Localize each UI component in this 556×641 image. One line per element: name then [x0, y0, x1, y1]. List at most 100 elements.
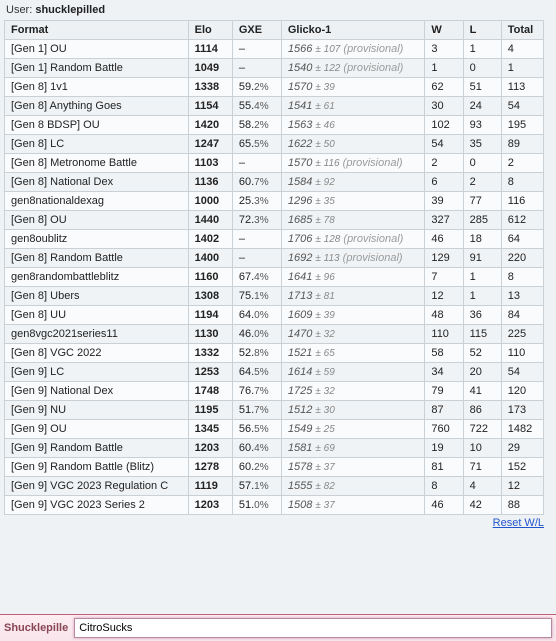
cell-total: 88: [501, 496, 543, 515]
col-l[interactable]: L: [463, 21, 501, 40]
cell-total: 120: [501, 382, 543, 401]
cell-w: 87: [425, 401, 463, 420]
cell-elo: 1247: [188, 135, 232, 154]
cell-elo: 1400: [188, 249, 232, 268]
cell-elo: 1338: [188, 78, 232, 97]
cell-total: 612: [501, 211, 543, 230]
cell-elo: 1345: [188, 420, 232, 439]
cell-total: 89: [501, 135, 543, 154]
table-row: [Gen 1] OU1114–1566 ± 107 (provisional)3…: [5, 40, 544, 59]
cell-gxe: 60.7%: [232, 173, 281, 192]
cell-total: 29: [501, 439, 543, 458]
cell-total: 13: [501, 287, 543, 306]
table-row: [Gen 8] UU119464.0%1609 ± 39483684: [5, 306, 544, 325]
cell-l: 2: [463, 173, 501, 192]
col-glicko[interactable]: Glicko-1: [281, 21, 425, 40]
reset-wl-link[interactable]: Reset W/L: [0, 515, 556, 531]
cell-elo: 1103: [188, 154, 232, 173]
cell-glicko: 1725 ± 32: [281, 382, 425, 401]
cell-elo: 1332: [188, 344, 232, 363]
cell-l: 52: [463, 344, 501, 363]
user-header: User: shucklepilled: [0, 0, 556, 20]
cell-elo: 1194: [188, 306, 232, 325]
cell-elo: 1420: [188, 116, 232, 135]
cell-glicko: 1563 ± 46: [281, 116, 425, 135]
cell-elo: 1195: [188, 401, 232, 420]
cell-format: [Gen 8] UU: [5, 306, 189, 325]
cell-gxe: –: [232, 249, 281, 268]
cell-l: 77: [463, 192, 501, 211]
table-row: [Gen 9] VGC 2023 Series 2120351.0%1508 ±…: [5, 496, 544, 515]
cell-l: 51: [463, 78, 501, 97]
cell-total: 64: [501, 230, 543, 249]
cell-glicko: 1521 ± 65: [281, 344, 425, 363]
col-gxe[interactable]: GXE: [232, 21, 281, 40]
cell-format: [Gen 8] OU: [5, 211, 189, 230]
cell-w: 79: [425, 382, 463, 401]
table-row: [Gen 1] Random Battle1049–1540 ± 122 (pr…: [5, 59, 544, 78]
cell-total: 1: [501, 59, 543, 78]
chat-input[interactable]: [74, 618, 552, 638]
cell-format: gen8vgc2021series11: [5, 325, 189, 344]
cell-l: 35: [463, 135, 501, 154]
table-row: [Gen 8] Random Battle1400–1692 ± 113 (pr…: [5, 249, 544, 268]
cell-w: 8: [425, 477, 463, 496]
cell-format: [Gen 8] National Dex: [5, 173, 189, 192]
table-row: gen8vgc2021series11113046.0%1470 ± 32110…: [5, 325, 544, 344]
cell-total: 8: [501, 173, 543, 192]
table-header-row: Format Elo GXE Glicko-1 W L Total: [5, 21, 544, 40]
user-label: User:: [6, 4, 32, 16]
ratings-table: Format Elo GXE Glicko-1 W L Total [Gen 1…: [4, 20, 544, 515]
cell-w: 46: [425, 230, 463, 249]
table-row: [Gen 9] National Dex174876.7%1725 ± 3279…: [5, 382, 544, 401]
cell-gxe: 51.7%: [232, 401, 281, 420]
cell-gxe: 60.4%: [232, 439, 281, 458]
cell-format: [Gen 9] OU: [5, 420, 189, 439]
table-row: [Gen 9] OU134556.5%1549 ± 257607221482: [5, 420, 544, 439]
cell-elo: 1308: [188, 287, 232, 306]
cell-elo: 1203: [188, 496, 232, 515]
cell-gxe: 76.7%: [232, 382, 281, 401]
cell-total: 116: [501, 192, 543, 211]
cell-gxe: 72.3%: [232, 211, 281, 230]
cell-format: [Gen 1] OU: [5, 40, 189, 59]
cell-format: [Gen 9] VGC 2023 Series 2: [5, 496, 189, 515]
cell-glicko: 1570 ± 116 (provisional): [281, 154, 425, 173]
table-row: [Gen 8] Anything Goes115455.4%1541 ± 613…: [5, 97, 544, 116]
cell-l: 0: [463, 154, 501, 173]
cell-glicko: 1706 ± 128 (provisional): [281, 230, 425, 249]
cell-w: 81: [425, 458, 463, 477]
chat-bar: Shucklepille: [0, 614, 556, 641]
cell-gxe: 56.5%: [232, 420, 281, 439]
col-elo[interactable]: Elo: [188, 21, 232, 40]
cell-w: 7: [425, 268, 463, 287]
cell-elo: 1114: [188, 40, 232, 59]
cell-l: 722: [463, 420, 501, 439]
cell-glicko: 1581 ± 69: [281, 439, 425, 458]
cell-glicko: 1566 ± 107 (provisional): [281, 40, 425, 59]
col-w[interactable]: W: [425, 21, 463, 40]
cell-total: 2: [501, 154, 543, 173]
cell-elo: 1000: [188, 192, 232, 211]
cell-glicko: 1570 ± 39: [281, 78, 425, 97]
cell-gxe: 51.0%: [232, 496, 281, 515]
cell-l: 0: [463, 59, 501, 78]
cell-l: 24: [463, 97, 501, 116]
cell-l: 42: [463, 496, 501, 515]
cell-glicko: 1578 ± 37: [281, 458, 425, 477]
cell-w: 2: [425, 154, 463, 173]
cell-gxe: 64.0%: [232, 306, 281, 325]
cell-elo: 1119: [188, 477, 232, 496]
cell-glicko: 1508 ± 37: [281, 496, 425, 515]
cell-l: 41: [463, 382, 501, 401]
cell-elo: 1203: [188, 439, 232, 458]
cell-w: 58: [425, 344, 463, 363]
cell-l: 93: [463, 116, 501, 135]
cell-format: [Gen 9] LC: [5, 363, 189, 382]
cell-elo: 1136: [188, 173, 232, 192]
col-format[interactable]: Format: [5, 21, 189, 40]
cell-glicko: 1296 ± 35: [281, 192, 425, 211]
cell-w: 30: [425, 97, 463, 116]
col-total[interactable]: Total: [501, 21, 543, 40]
cell-l: 1: [463, 268, 501, 287]
